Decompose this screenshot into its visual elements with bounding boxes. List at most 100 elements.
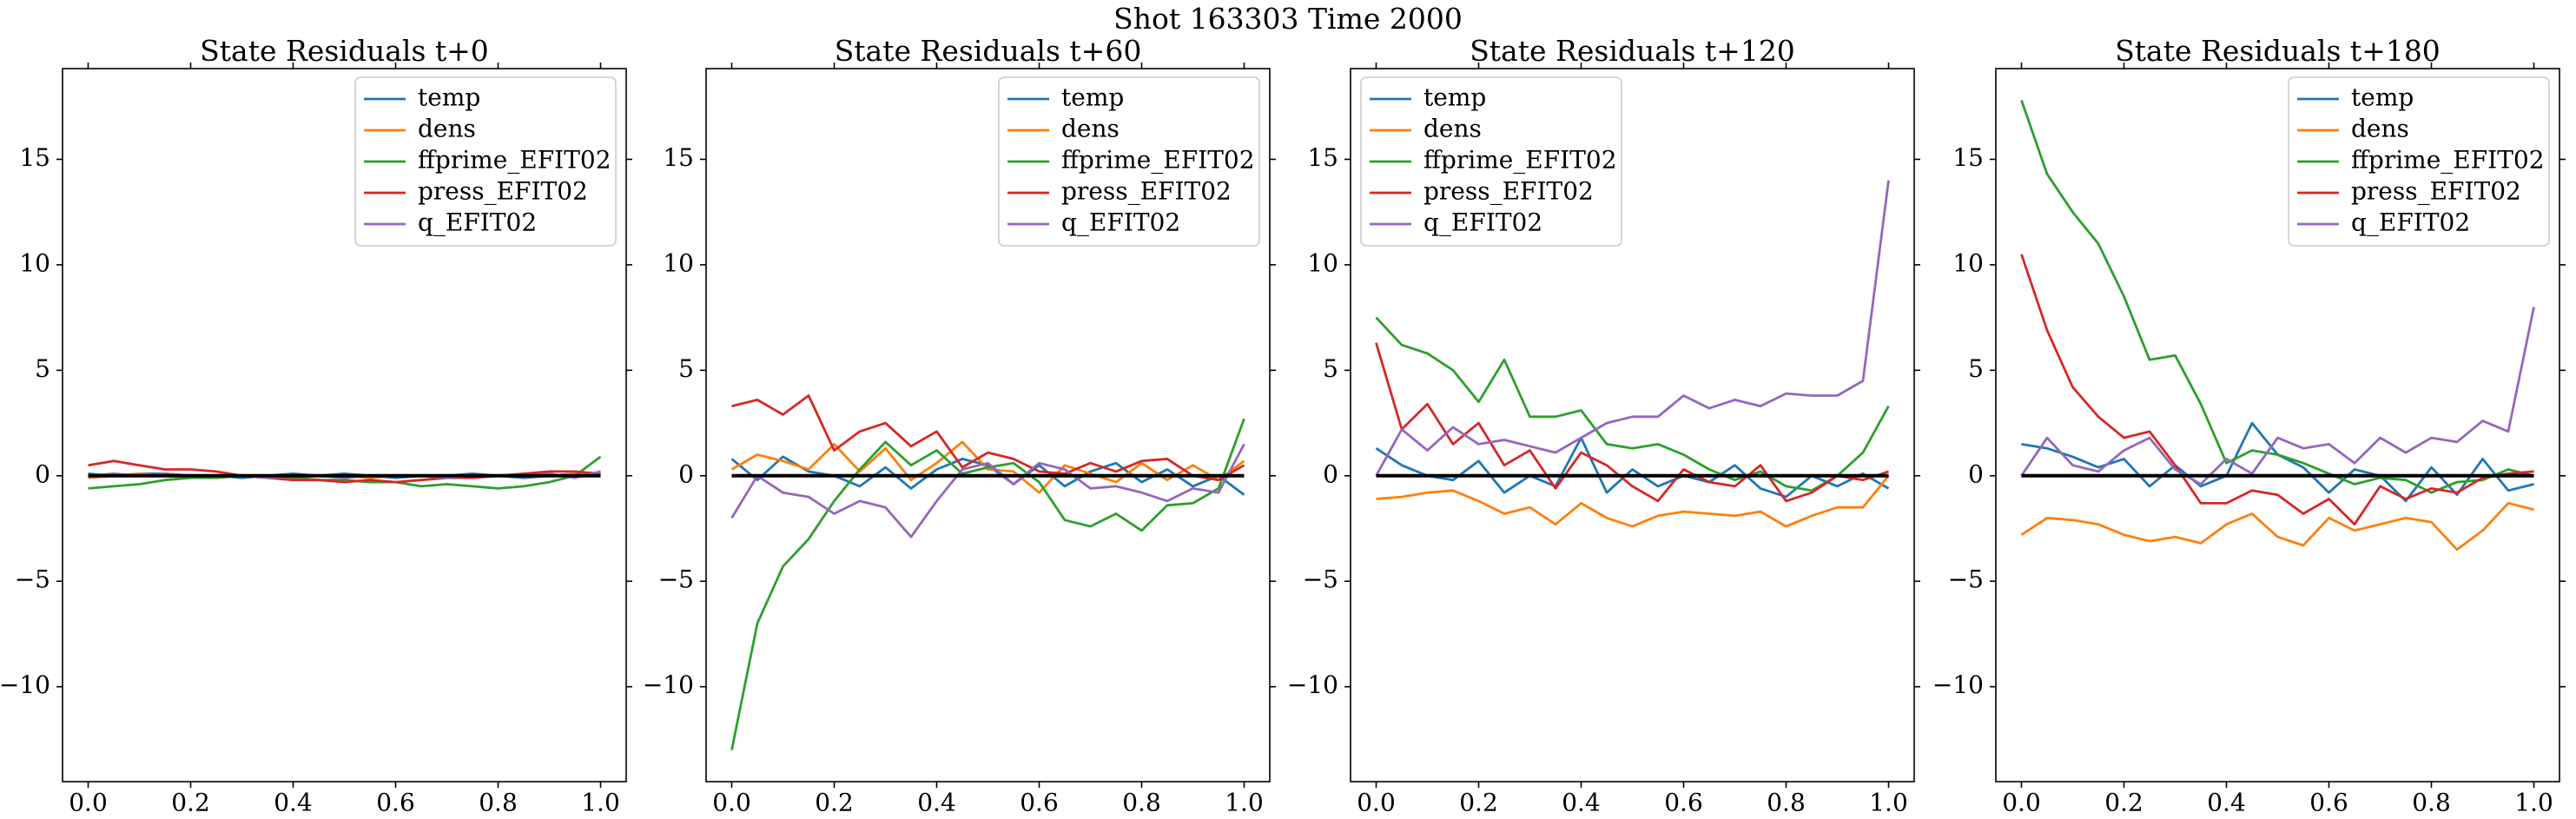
plot-area <box>88 455 602 490</box>
plot-area <box>2020 99 2535 552</box>
series-line <box>88 455 602 490</box>
x-tick-label: 0.6 <box>2309 789 2348 817</box>
y-tick-label: −10 <box>1287 670 1338 699</box>
series-line <box>1375 316 1890 492</box>
y-tick-label: 10 <box>663 248 694 277</box>
series-line <box>2020 502 2534 552</box>
series-line <box>1376 474 1890 528</box>
plot-area <box>1375 180 1890 528</box>
legend-label: ffprime_EFIT02 <box>2351 146 2545 175</box>
x-tick-label: 0.0 <box>712 789 751 817</box>
legend-label: dens <box>1423 115 1482 143</box>
y-tick-label: 15 <box>1307 143 1338 172</box>
legend-label: dens <box>1061 115 1120 143</box>
subplot-title: State Residuals t+60 <box>835 34 1142 68</box>
legend-label: press_EFIT02 <box>418 177 588 206</box>
legend-box <box>998 76 1260 247</box>
y-tick-label: 10 <box>1952 248 1984 277</box>
series-line <box>730 418 1245 750</box>
y-tick-label: 10 <box>1307 248 1338 277</box>
legend-label: temp <box>2351 83 2414 112</box>
legend: temp dens ffprime_EFIT02press_EFIT02q_EFIT… <box>998 76 1260 247</box>
y-tick-label: 0 <box>1323 459 1338 488</box>
legend-label: q_EFIT02 <box>418 208 537 237</box>
x-tick-label: 0.6 <box>376 789 415 817</box>
x-tick-label: 0.2 <box>815 789 854 817</box>
y-tick-label: 15 <box>663 143 694 172</box>
series-line <box>2020 99 2534 494</box>
x-tick-label: 1.0 <box>1225 789 1264 817</box>
legend-label: temp <box>418 83 480 112</box>
series-line <box>1375 180 1890 477</box>
x-tick-label: 0.2 <box>1459 789 1498 817</box>
y-tick-label: −5 <box>15 565 50 594</box>
subplot-title: State Residuals t+180 <box>2115 34 2441 68</box>
legend-label: temp <box>1061 83 1124 112</box>
x-tick-label: 0.4 <box>2207 789 2246 817</box>
subplot: State Residuals t+120 0.0 0.2 0.4 0.6 0.8 1.0 −… <box>1287 34 1920 817</box>
y-tick-label: −5 <box>658 565 694 594</box>
y-tick-label: −5 <box>1948 565 1984 594</box>
subplot-title: State Residuals t+120 <box>1470 34 1795 68</box>
x-tick-label: 0.4 <box>917 789 956 817</box>
x-tick-label: 0.8 <box>1122 789 1161 817</box>
legend-label: q_EFIT02 <box>1061 208 1180 237</box>
legend-label: dens <box>2351 115 2409 143</box>
x-tick-label: 1.0 <box>581 789 620 817</box>
legend-label: press_EFIT02 <box>1423 177 1594 206</box>
y-tick-label: 5 <box>35 354 50 383</box>
series-line <box>2020 254 2534 526</box>
legend-label: ffprime_EFIT02 <box>418 146 611 175</box>
y-tick-label: 15 <box>1952 143 1984 172</box>
axes-frame <box>1350 68 1915 783</box>
x-tick-label: 0.2 <box>2104 789 2143 817</box>
y-tick-label: 0 <box>1968 459 1984 488</box>
figure-title: Shot 163303 Time 2000 <box>1113 2 1463 36</box>
y-tick-label: −10 <box>0 670 50 699</box>
legend-label: dens <box>418 115 476 143</box>
axes-frame <box>62 68 627 783</box>
x-tick-label: 0.4 <box>274 789 313 817</box>
x-tick-label: 0.0 <box>69 789 108 817</box>
x-tick-label: 0.6 <box>1664 789 1703 817</box>
subplot: State Residuals t+180 0.0 0.2 0.4 0.6 0.8 1.0 −… <box>1932 34 2566 817</box>
x-tick-label: 0.0 <box>1357 789 1396 817</box>
series-line <box>2020 307 2535 485</box>
y-tick-label: 5 <box>678 354 694 383</box>
series-line <box>730 443 1245 538</box>
y-tick-label: 15 <box>19 143 50 172</box>
legend: temp dens ffprime_EFIT02press_EFIT02q_EFIT… <box>2288 76 2550 247</box>
y-tick-label: 0 <box>678 459 694 488</box>
legend-label: ffprime_EFIT02 <box>1423 146 1617 175</box>
y-tick-label: 5 <box>1323 354 1338 383</box>
y-tick-label: −5 <box>1303 565 1338 594</box>
y-tick-label: 0 <box>35 459 50 488</box>
x-tick-label: 0.2 <box>171 789 210 817</box>
legend-box <box>1360 76 1622 247</box>
x-tick-label: 1.0 <box>1869 789 1908 817</box>
subplot-title: State Residuals t+0 <box>200 34 489 68</box>
y-tick-label: −10 <box>1932 670 1984 699</box>
series-line <box>1375 436 1890 499</box>
subplot: State Residuals t+60 0.0 0.2 0.4 0.6 0.8 1.0 −1… <box>643 34 1276 817</box>
x-tick-label: 0.8 <box>1767 789 1806 817</box>
legend-label: q_EFIT02 <box>2351 208 2470 237</box>
y-tick-label: −10 <box>643 670 694 699</box>
legend-box <box>2288 76 2550 247</box>
x-tick-label: 0.6 <box>1020 789 1059 817</box>
legend: temp dens ffprime_EFIT02press_EFIT02q_EFIT… <box>354 76 617 247</box>
subplot: State Residuals t+0 0.0 0.2 0.4 0.6 0.8 1.0 −10… <box>0 34 632 817</box>
legend-label: temp <box>1423 83 1486 112</box>
series-line <box>731 394 1245 482</box>
plot-area <box>730 394 1245 750</box>
legend-box <box>354 76 617 247</box>
y-tick-label: 5 <box>1968 354 1984 383</box>
axes-frame <box>705 68 1271 783</box>
legend-label: press_EFIT02 <box>2351 177 2521 206</box>
legend: temp dens ffprime_EFIT02press_EFIT02q_EFIT… <box>1360 76 1622 247</box>
legend-label: press_EFIT02 <box>1061 177 1232 206</box>
x-tick-label: 1.0 <box>2514 789 2553 817</box>
legend-label: q_EFIT02 <box>1423 208 1542 237</box>
